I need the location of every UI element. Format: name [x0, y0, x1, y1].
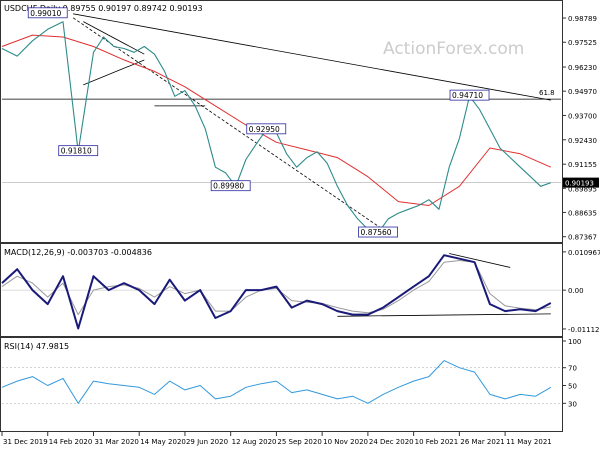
price-y-tick-label-3: 0.94970	[568, 88, 597, 96]
x-tick-label-5: 12 Aug 2020	[232, 438, 277, 446]
price-y-tick-label-5: 0.92430	[568, 137, 597, 145]
price-panel: 0.98789 0.97525 0.96230 0.94970 0.93700 0.924…	[1, 7, 599, 242]
rsi-y-tick-label-2: 50	[568, 383, 577, 391]
price-label-box-0	[27, 7, 68, 19]
x-axis: 31 Dec 2019 14 Feb 2020 31 Mar 2020 14 May …	[1, 432, 552, 446]
x-tick-label-1: 14 Feb 2020	[49, 438, 93, 446]
x-tick-label-11: 11 May 2021	[506, 438, 552, 446]
trendline-0	[73, 13, 551, 101]
price-y-tick-label-6: 0.91155	[568, 161, 597, 169]
x-tick-label-4: 29 Jun 2020	[186, 438, 228, 446]
price-y-tick-label-1: 0.97525	[568, 39, 597, 47]
price-panel-frame	[0, 0, 563, 243]
watermark: ActionForex.com	[383, 39, 524, 59]
macd-trendline-0	[337, 313, 551, 317]
macd-y-tick-label-1: 0.00	[568, 287, 584, 295]
price-label-box-3	[246, 123, 287, 135]
rsi-y-tick-label-3: 30	[568, 400, 577, 408]
rsi-title: RSI(14) 47.9815	[4, 342, 69, 351]
price-y-tick-label-9: 0.87367	[568, 234, 597, 242]
x-tick-label-10: 26 Mar 2021	[460, 438, 504, 446]
price-label-box-2	[210, 180, 251, 192]
rsi-y-tick-label-1: 70	[568, 365, 577, 373]
macd-y-tick-label-2: -0.011127	[568, 326, 600, 334]
macd-panel: 0.010967 0.00 -0.011127	[1, 249, 600, 334]
price-y-tick-label-0: 0.98789	[568, 15, 597, 23]
fib-label: 61.8	[539, 89, 555, 97]
rsi-panel: 100 70 50 30	[1, 338, 581, 408]
price-label-5: 0.94710	[452, 91, 483, 100]
price-label-2: 0.89980	[213, 182, 244, 191]
last-price-label: 0.90193	[565, 180, 594, 188]
moving-average-line	[1, 34, 552, 206]
price-label-box-4	[358, 226, 398, 238]
price-label-box-1	[58, 145, 99, 157]
trendline-2	[83, 21, 145, 55]
price-label-box-5	[449, 89, 490, 101]
macd-y-tick-label-0: 0.010967	[568, 249, 600, 257]
macd-line	[1, 254, 552, 330]
last-price-box	[563, 177, 599, 188]
price-series-line	[1, 21, 551, 234]
price-y-tick-label-7: 0.89895	[568, 185, 597, 193]
x-tick-label-9: 10 Feb 2021	[415, 438, 459, 446]
price-label-0: 0.99010	[30, 9, 61, 18]
x-tick-label-6: 25 Sep 2020	[277, 438, 321, 446]
price-title: USDCHF,Daily 0.89755 0.90197 0.89742 0.9…	[4, 4, 203, 13]
price-y-tick-label-4: 0.93700	[568, 112, 597, 120]
macd-trendline-1	[449, 253, 511, 268]
price-y-tick-label-8: 0.88635	[568, 209, 597, 217]
price-label-1: 0.91810	[61, 147, 92, 156]
x-tick-label-3: 14 May 2020	[140, 438, 186, 446]
x-tick-label-8: 24 Dec 2020	[369, 438, 414, 446]
x-tick-label-0: 31 Dec 2019	[3, 438, 48, 446]
rsi-line	[1, 360, 552, 404]
macd-title: MACD(12,26,9) -0.003703 -0.004836	[4, 248, 152, 257]
macd-signal-line	[1, 260, 551, 316]
x-tick-label-7: 10 Nov 2020	[323, 438, 368, 446]
price-label-4: 0.87560	[361, 228, 392, 237]
trendline-1	[72, 17, 389, 234]
price-y-tick-label-2: 0.96230	[568, 64, 597, 72]
price-label-3: 0.92950	[249, 125, 280, 134]
rsi-y-tick-label-0: 100	[568, 338, 581, 346]
rsi-panel-frame	[0, 337, 563, 432]
x-tick-label-2: 31 Mar 2020	[94, 438, 138, 446]
